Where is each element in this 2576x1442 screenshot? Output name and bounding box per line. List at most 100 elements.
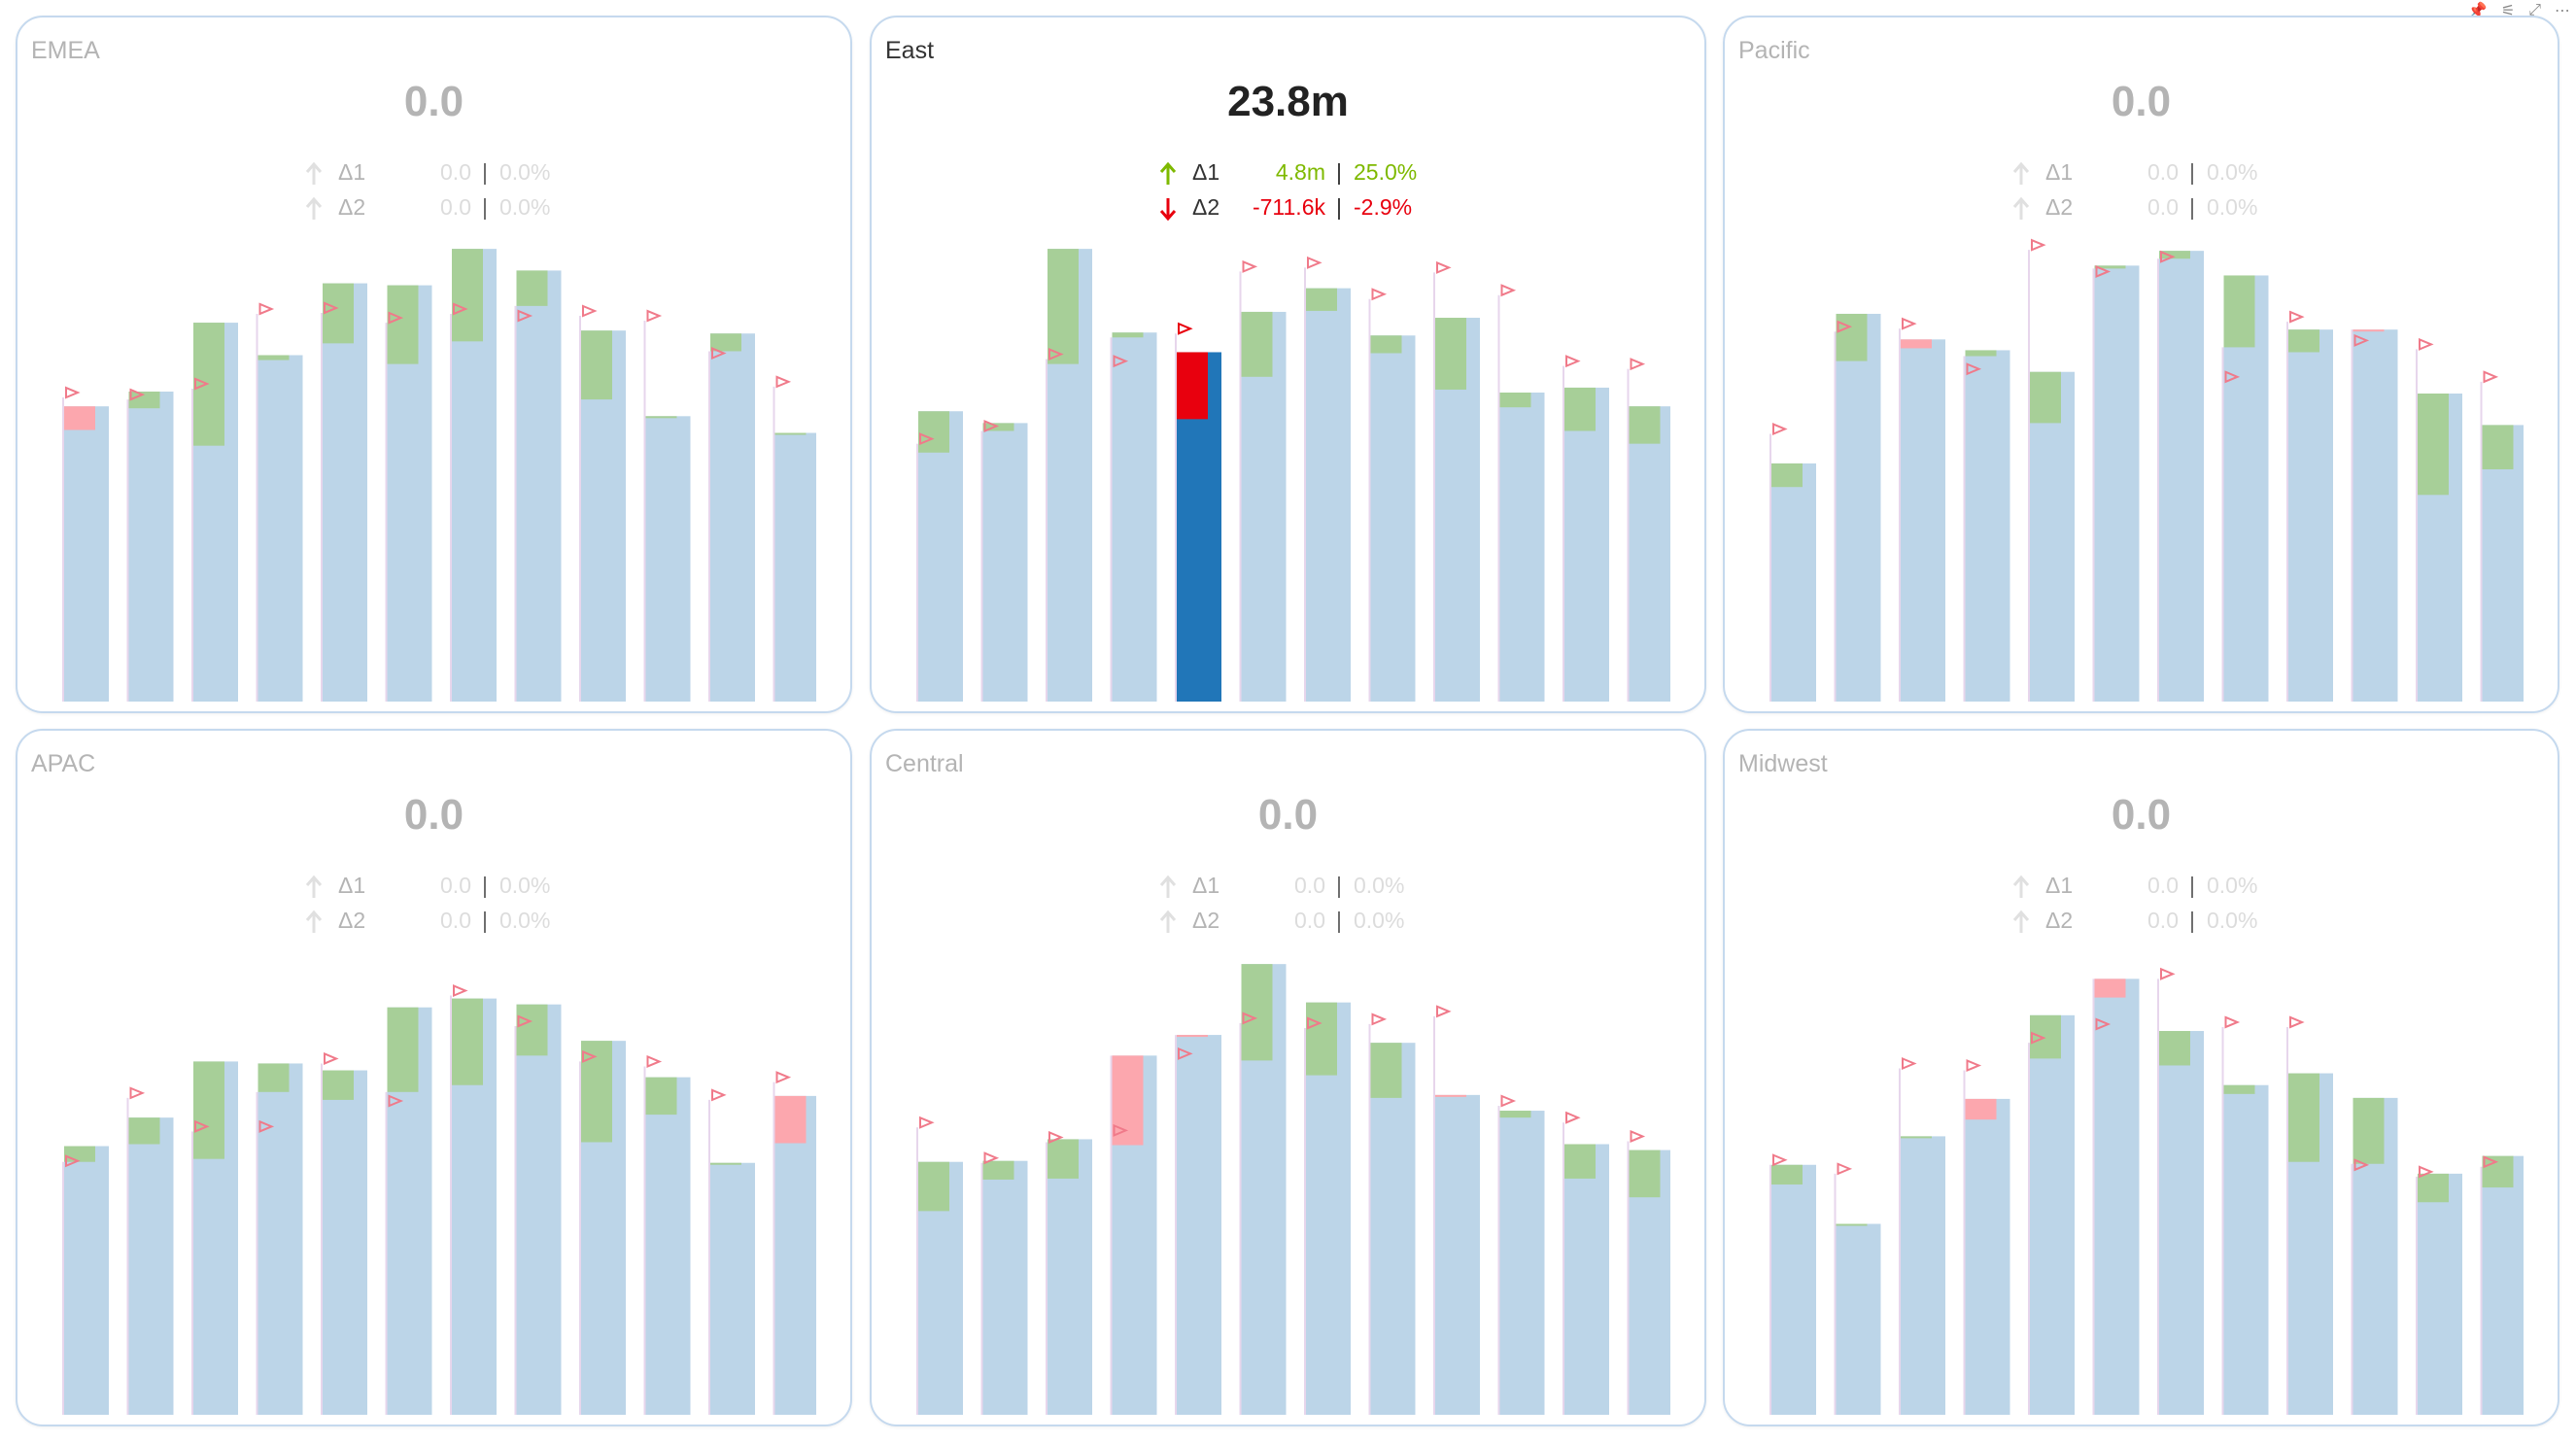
positive-variance[interactable]	[581, 330, 612, 399]
actual-bar[interactable]	[710, 1163, 755, 1415]
positive-variance[interactable]	[581, 1041, 612, 1142]
negative-variance[interactable]	[1177, 352, 1208, 419]
actual-bar[interactable]	[646, 1078, 691, 1415]
negative-variance[interactable]	[2095, 978, 2126, 997]
actual-bar[interactable]	[517, 1005, 562, 1415]
actual-bar[interactable]	[2159, 1031, 2204, 1415]
negative-variance[interactable]	[775, 1096, 807, 1144]
positive-variance[interactable]	[983, 1161, 1014, 1180]
positive-variance[interactable]	[2030, 1015, 2061, 1059]
positive-variance[interactable]	[2224, 275, 2255, 347]
positive-variance[interactable]	[1306, 1003, 1337, 1076]
positive-variance[interactable]	[1771, 464, 1803, 487]
positive-variance[interactable]	[2483, 425, 2514, 469]
actual-bar[interactable]	[918, 411, 963, 702]
positive-variance[interactable]	[918, 1162, 949, 1212]
region-card-central[interactable]: Central 0.0 Δ1 0.0 | 0.0% Δ2 0.0 | 0.0%	[870, 729, 1706, 1426]
actual-bar[interactable]	[1177, 1035, 1221, 1415]
positive-variance[interactable]	[1242, 964, 1273, 1060]
positive-variance[interactable]	[323, 284, 354, 344]
region-card-pacific[interactable]: Pacific 0.0 Δ1 0.0 | 0.0% Δ2 0.0 | 0.0%	[1723, 16, 2559, 713]
positive-variance[interactable]	[1630, 1150, 1661, 1198]
positive-variance[interactable]	[1371, 335, 1402, 353]
positive-variance[interactable]	[388, 286, 419, 364]
actual-bar[interactable]	[2159, 251, 2204, 702]
actual-bar[interactable]	[1371, 335, 1416, 702]
actual-bar[interactable]	[2288, 329, 2333, 702]
positive-variance[interactable]	[2159, 251, 2190, 258]
positive-variance[interactable]	[2418, 1174, 2449, 1202]
positive-variance[interactable]	[2288, 1074, 2319, 1162]
actual-bar[interactable]	[517, 270, 562, 702]
positive-variance[interactable]	[1242, 312, 1273, 377]
actual-bar[interactable]	[2353, 329, 2398, 702]
positive-variance[interactable]	[1048, 1139, 1079, 1179]
actual-bar[interactable]	[129, 392, 174, 702]
actual-bar[interactable]	[64, 406, 109, 702]
actual-bar[interactable]	[2030, 1015, 2075, 1415]
positive-variance[interactable]	[388, 1008, 419, 1092]
positive-variance[interactable]	[2418, 394, 2449, 495]
actual-bar[interactable]	[1966, 350, 2010, 702]
region-card-midwest[interactable]: Midwest 0.0 Δ1 0.0 | 0.0% Δ2 0.0 | 0.0%	[1723, 729, 2559, 1426]
positive-variance[interactable]	[1048, 249, 1079, 363]
positive-variance[interactable]	[1901, 1136, 1932, 1138]
actual-bar[interactable]	[258, 356, 303, 702]
positive-variance[interactable]	[64, 1147, 95, 1162]
positive-variance[interactable]	[1630, 406, 1661, 443]
positive-variance[interactable]	[2030, 372, 2061, 424]
positive-variance[interactable]	[646, 1078, 677, 1115]
negative-variance[interactable]	[2353, 329, 2385, 331]
positive-variance[interactable]	[452, 249, 483, 341]
positive-variance[interactable]	[1500, 1111, 1531, 1117]
actual-bar[interactable]	[2095, 265, 2140, 702]
positive-variance[interactable]	[258, 1063, 290, 1091]
positive-variance[interactable]	[1771, 1165, 1803, 1184]
actual-bar[interactable]	[64, 1147, 109, 1415]
positive-variance[interactable]	[323, 1071, 354, 1100]
positive-variance[interactable]	[1306, 289, 1337, 311]
negative-variance[interactable]	[1113, 1055, 1144, 1145]
actual-bar[interactable]	[1500, 1111, 1545, 1415]
actual-bar[interactable]	[323, 284, 367, 702]
actual-bar[interactable]	[2483, 1156, 2524, 1415]
actual-bar[interactable]	[1564, 1144, 1609, 1415]
actual-bar[interactable]	[1435, 1095, 1480, 1415]
actual-bar[interactable]	[983, 423, 1028, 702]
positive-variance[interactable]	[1564, 388, 1596, 431]
positive-variance[interactable]	[193, 1061, 224, 1158]
positive-variance[interactable]	[2288, 329, 2319, 352]
actual-bar[interactable]	[775, 1096, 817, 1415]
actual-bar[interactable]	[1113, 332, 1157, 702]
positive-variance[interactable]	[710, 1163, 741, 1165]
actual-bar[interactable]	[1630, 406, 1671, 702]
actual-bar[interactable]	[1837, 1224, 1881, 1415]
actual-bar[interactable]	[258, 1063, 303, 1415]
positive-variance[interactable]	[1966, 350, 1997, 356]
positive-variance[interactable]	[129, 392, 160, 408]
positive-variance[interactable]	[1500, 393, 1531, 407]
negative-variance[interactable]	[1966, 1099, 1997, 1119]
more-options-icon[interactable]: ⋯	[2555, 1, 2570, 20]
actual-bar[interactable]	[1966, 1099, 2010, 1415]
positive-variance[interactable]	[452, 999, 483, 1085]
positive-variance[interactable]	[2483, 1156, 2514, 1187]
actual-bar[interactable]	[1901, 1136, 1945, 1415]
positive-variance[interactable]	[258, 356, 290, 360]
positive-variance[interactable]	[1837, 314, 1868, 361]
negative-variance[interactable]	[1177, 1035, 1208, 1037]
negative-variance[interactable]	[1901, 339, 1932, 348]
actual-bar[interactable]	[1901, 339, 1945, 702]
actual-bar[interactable]	[1500, 393, 1545, 702]
positive-variance[interactable]	[1371, 1043, 1402, 1098]
actual-bar[interactable]	[646, 416, 691, 702]
region-card-apac[interactable]: APAC 0.0 Δ1 0.0 | 0.0% Δ2 0.0 | 0.0%	[16, 729, 852, 1426]
negative-variance[interactable]	[64, 406, 95, 429]
positive-variance[interactable]	[517, 270, 548, 305]
actual-bar[interactable]	[710, 333, 755, 702]
positive-variance[interactable]	[1113, 332, 1144, 337]
positive-variance[interactable]	[918, 411, 949, 453]
actual-bar[interactable]	[1306, 289, 1351, 702]
positive-variance[interactable]	[2224, 1085, 2255, 1094]
positive-variance[interactable]	[646, 416, 677, 418]
